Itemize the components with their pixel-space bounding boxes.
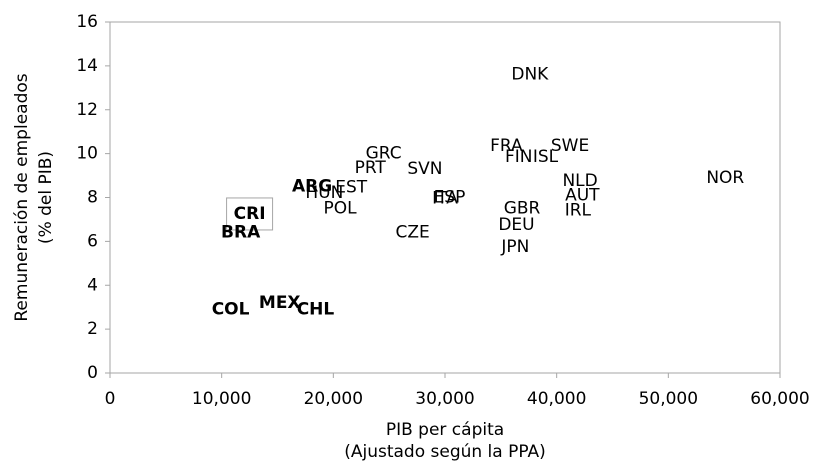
y-tick-label: 4 [87, 275, 98, 295]
point-label: POL [323, 198, 357, 218]
point-label: MEX [259, 293, 301, 313]
point-label: GRC [366, 144, 402, 164]
y-tick-label: 16 [76, 12, 98, 32]
x-tick-label: 0 [105, 389, 116, 409]
point-label: COL [212, 299, 250, 319]
highlight-box [226, 197, 274, 231]
point-label: DEU [498, 215, 534, 235]
y-tick-label: 0 [87, 363, 98, 383]
point-label: ITA [432, 189, 458, 209]
point-label: SVN [407, 159, 442, 179]
point-label: IRL [565, 201, 592, 221]
x-tick-label: 20,000 [304, 389, 363, 409]
point-label: NLD [562, 171, 597, 191]
point-label: SWE [551, 136, 589, 156]
point-label: ISL [533, 147, 559, 167]
x-axis-title: (Ajustado según la PPA) [344, 442, 546, 462]
y-tick-label: 12 [76, 100, 98, 120]
point-label: FIN [505, 147, 533, 167]
x-tick-label: 60,000 [750, 389, 809, 409]
x-tick-label: 10,000 [192, 389, 251, 409]
point-label: CRI [234, 204, 266, 224]
point-label: FRA [490, 136, 523, 156]
point-label: AUT [565, 185, 600, 205]
point-label: NOR [706, 168, 744, 188]
y-tick-label: 14 [76, 56, 98, 76]
point-label: PRT [355, 158, 387, 178]
x-tick-label: 40,000 [527, 389, 586, 409]
point-label: ARG [292, 177, 332, 197]
y-axis-title: (% del PIB) [36, 151, 56, 244]
y-tick-label: 8 [87, 188, 98, 208]
y-tick-label: 10 [76, 144, 98, 164]
point-label: HUN [305, 183, 343, 203]
x-tick-label: 50,000 [639, 389, 698, 409]
point-label: DNK [511, 65, 549, 85]
point-label: GBR [504, 198, 541, 218]
point-label: CHL [297, 299, 335, 319]
x-tick-label: 30,000 [415, 389, 474, 409]
point-label: EST [335, 178, 368, 198]
point-label: CZE [395, 223, 429, 243]
point-label: JPN [500, 237, 529, 257]
point-label: ESP [434, 188, 466, 208]
x-axis-title: PIB per cápita [386, 420, 504, 440]
y-tick-label: 6 [87, 231, 98, 251]
point-label: BRA [221, 223, 261, 243]
y-tick-label: 2 [87, 319, 98, 339]
y-axis-title: Remuneración de empleados [12, 73, 32, 321]
